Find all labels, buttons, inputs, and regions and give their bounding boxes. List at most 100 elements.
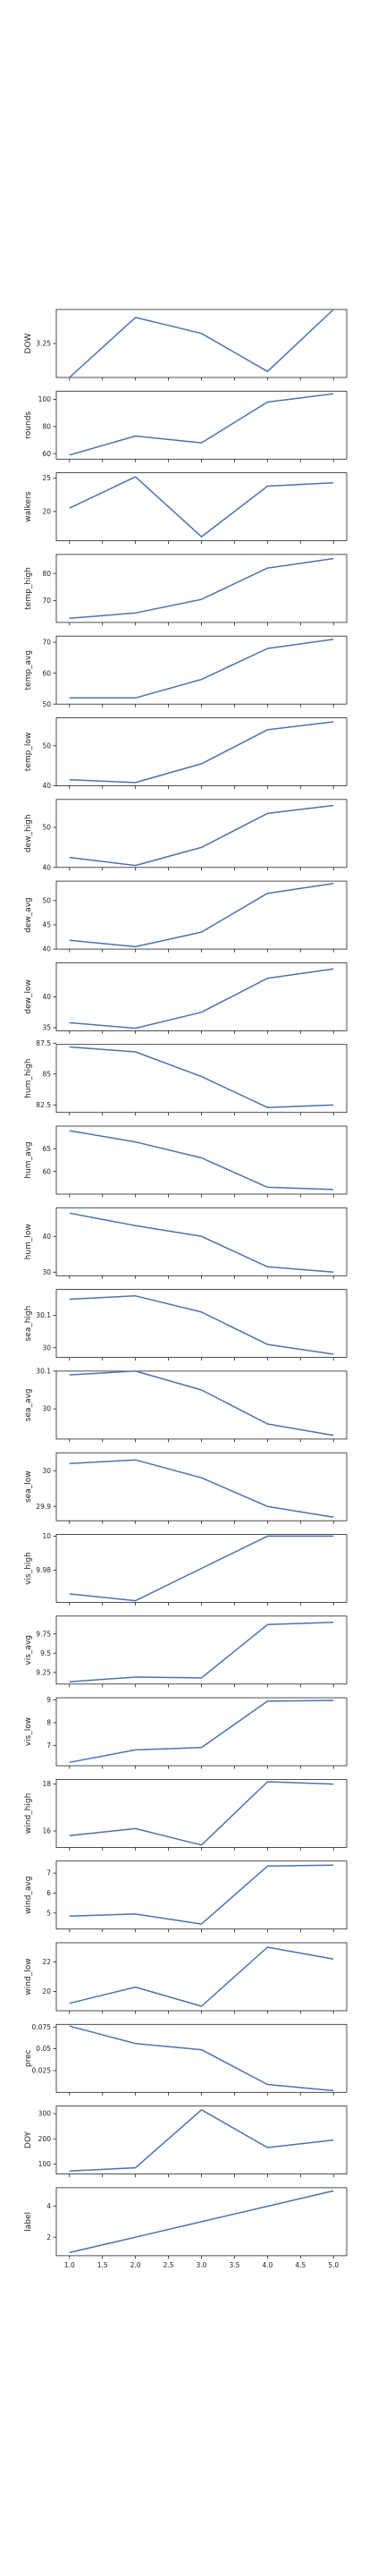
y-axis-label: label xyxy=(24,2212,33,2232)
axes-frame xyxy=(55,1125,348,1195)
series-line xyxy=(69,476,334,538)
series-line xyxy=(69,1212,334,1274)
y-tick-label: 9.5 xyxy=(40,1649,51,1657)
axes-frame xyxy=(55,1942,348,2012)
y-tick-label: 80 xyxy=(42,570,51,578)
y-axis-label: walkers xyxy=(24,491,33,522)
y-tick-label: 8 xyxy=(46,1719,51,1727)
subplot-hum-avg: 60 65 hum_avg xyxy=(24,1125,348,1198)
y-axis-label: wind_avg xyxy=(24,1877,33,1914)
series-line xyxy=(69,804,334,867)
y-tick-label: 9.98 xyxy=(36,1566,51,1574)
subplot-rounds: 60 80 100 rounds xyxy=(24,390,348,462)
axes-frame xyxy=(55,1697,348,1767)
series-line xyxy=(69,968,334,1030)
x-tick-label: 3.0 xyxy=(197,2261,207,2269)
y-axis-label: vis_high xyxy=(24,1552,33,1585)
y-tick-label: 50 xyxy=(42,824,51,832)
axes-frame xyxy=(55,1044,348,1114)
axes-frame xyxy=(55,1615,348,1685)
y-tick-label: 30.1 xyxy=(36,1311,51,1319)
subplot-hum-low: 30 40 hum_low xyxy=(24,1207,348,1279)
y-tick-label: 300 xyxy=(38,2110,52,2118)
y-tick-label: 50 xyxy=(42,700,51,708)
subplot-dew-avg: 40 45 50 dew_avg xyxy=(24,880,348,953)
axes-frame xyxy=(55,1370,348,1440)
y-tick-label: 40 xyxy=(42,993,51,1001)
subplot-DOY: 100 200 300 DOY xyxy=(24,2106,348,2178)
y-tick-label: 7 xyxy=(46,1741,51,1750)
subplot-temp-avg: 50 60 70 temp_avg xyxy=(24,635,348,708)
x-tick-label: 3.5 xyxy=(229,2261,239,2269)
y-axis-label: DOY xyxy=(24,2131,33,2149)
y-tick-label: 30 xyxy=(42,1343,51,1352)
axes-frame xyxy=(55,1289,348,1358)
y-axis-label: wind_low xyxy=(24,1958,33,1995)
axes-frame xyxy=(55,717,348,786)
y-axis-label: hum_high xyxy=(24,1059,33,1098)
y-tick-label: 0.075 xyxy=(32,2023,52,2031)
subplot-sea-avg: 30 30.1 sea_avg xyxy=(24,1368,348,1443)
series-line xyxy=(69,1370,334,1436)
y-tick-label: 7 xyxy=(46,1869,51,1877)
axes-frame xyxy=(55,880,348,950)
series-line xyxy=(69,883,334,948)
y-tick-label: 9.75 xyxy=(36,1630,51,1638)
y-tick-label: 60 xyxy=(42,1167,51,1175)
y-axis-label: temp_low xyxy=(24,733,33,771)
subplot-wind-low: 20 22 wind_low xyxy=(24,1942,348,2014)
y-tick-label: 3.25 xyxy=(36,340,51,348)
y-tick-label: 25 xyxy=(42,474,51,482)
x-tick-label: 2.5 xyxy=(164,2261,174,2269)
axes-frame xyxy=(55,1860,348,1930)
y-tick-label: 2 xyxy=(46,2233,51,2241)
y-tick-label: 70 xyxy=(42,639,51,647)
y-tick-label: 70 xyxy=(42,597,51,605)
series-line xyxy=(69,393,334,456)
x-tick-label: 2.0 xyxy=(130,2261,141,2269)
axes-frame xyxy=(55,1207,348,1276)
y-tick-label: 6 xyxy=(46,1889,51,1897)
y-tick-label: 30 xyxy=(42,1405,51,1413)
axes-frame xyxy=(55,554,348,623)
series-line xyxy=(69,1621,334,1682)
subplot-vis-low: 7 8 9 vis_low xyxy=(24,1696,348,1769)
series-line xyxy=(69,1535,334,1602)
y-tick-label: 60 xyxy=(42,450,51,458)
series-line xyxy=(69,2190,334,2254)
series-line xyxy=(69,1781,334,1846)
y-tick-label: 30 xyxy=(42,1268,51,1276)
y-axis-label: wind_high xyxy=(24,1793,33,1834)
series-line xyxy=(69,2109,334,2172)
y-tick-label: 40 xyxy=(42,1233,51,1241)
subplot-wind-high: 16 18 wind_high xyxy=(24,1779,348,1851)
y-tick-label: 0.025 xyxy=(32,2067,52,2075)
series-line xyxy=(69,1699,334,1764)
series-line xyxy=(69,1130,334,1191)
y-tick-label: 85 xyxy=(42,1070,51,1078)
subplot-temp-low: 40 50 temp_low xyxy=(24,717,348,790)
axes-frame xyxy=(55,2106,348,2175)
x-tick-label: 5.0 xyxy=(328,2261,339,2269)
series-line xyxy=(69,638,334,699)
y-tick-label: 40 xyxy=(42,945,51,953)
y-axis-label: vis_low xyxy=(24,1717,33,1746)
y-tick-label: 20 xyxy=(42,507,51,515)
y-tick-label: 35 xyxy=(42,1024,51,1032)
y-tick-label: 50 xyxy=(42,896,51,904)
y-axis-label: temp_avg xyxy=(24,650,33,691)
series-line xyxy=(69,1946,334,2007)
series-line xyxy=(69,309,334,378)
subplot-prec: 0.025 0.05 0.075 prec xyxy=(24,2023,348,2096)
y-axis-label: dew_low xyxy=(24,979,33,1013)
axes-frame xyxy=(55,635,348,705)
y-tick-label: 22 xyxy=(42,1958,51,1966)
subplot-label: 2 4 1.0 1.5 2.0 2.5 3.0 3.5 4.0 4.5 5.0 label xyxy=(24,2187,348,2269)
x-tick-label: 1.5 xyxy=(97,2261,108,2269)
y-axis-label: rounds xyxy=(24,411,33,439)
y-tick-label: 40 xyxy=(42,782,51,790)
